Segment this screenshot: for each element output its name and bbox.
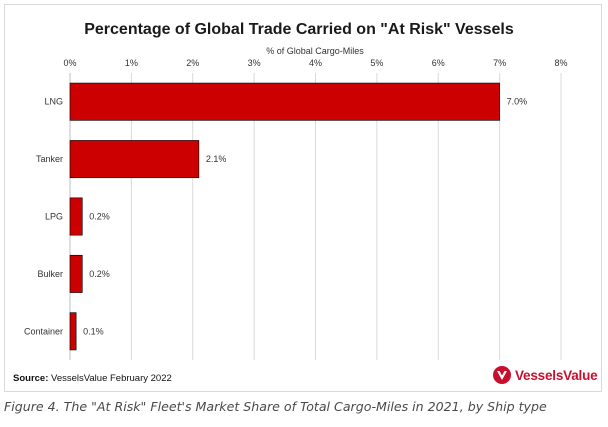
x-tick-label: 2% bbox=[186, 58, 199, 68]
category-label: LNG bbox=[44, 97, 63, 107]
x-tick-label: 6% bbox=[432, 58, 445, 68]
bar-lng bbox=[69, 82, 500, 121]
x-tick-label: 4% bbox=[309, 58, 322, 68]
bar-chart: Percentage of Global Trade Carried on "A… bbox=[24, 21, 568, 360]
bars bbox=[69, 82, 500, 351]
value-label: 0.1% bbox=[83, 326, 104, 336]
chart-title: Percentage of Global Trade Carried on "A… bbox=[84, 21, 514, 38]
figure-caption: Figure 4. The "At Risk" Fleet's Market S… bbox=[4, 399, 547, 414]
vesselsvalue-logo-icon bbox=[493, 366, 511, 384]
value-label: 0.2% bbox=[89, 269, 110, 279]
gridlines bbox=[69, 73, 562, 360]
bar-bulker bbox=[69, 254, 83, 293]
x-tick-label: 8% bbox=[554, 58, 567, 68]
logo-text: VesselsValue bbox=[515, 367, 598, 383]
chart-frame: Percentage of Global Trade Carried on "A… bbox=[4, 4, 602, 392]
source-label: Source: bbox=[13, 373, 49, 384]
bar-container bbox=[69, 312, 77, 351]
category-label: LPG bbox=[45, 212, 63, 222]
x-tick-label: 0% bbox=[63, 58, 76, 68]
category-label: Tanker bbox=[36, 154, 63, 164]
category-label: Bulker bbox=[37, 269, 63, 279]
source-note: Source: VesselsValue February 2022 bbox=[13, 373, 172, 384]
x-tick-label: 3% bbox=[248, 58, 261, 68]
bar-tanker bbox=[69, 140, 200, 179]
x-tick-label: 5% bbox=[370, 58, 383, 68]
category-labels: LNG Tanker LPG Bulker Container bbox=[24, 97, 63, 337]
value-label: 7.0% bbox=[507, 97, 528, 107]
x-tick-label: 7% bbox=[493, 58, 506, 68]
x-tick-labels: 0% 1% 2% 3% 4% 5% 6% 7% 8% bbox=[63, 58, 567, 68]
source-text: VesselsValue February 2022 bbox=[51, 373, 172, 384]
bar-lpg bbox=[69, 197, 83, 236]
category-label: Container bbox=[24, 326, 63, 336]
x-tick-label: 1% bbox=[125, 58, 138, 68]
value-labels: 7.0% 2.1% 0.2% 0.2% 0.1% bbox=[83, 97, 527, 337]
value-label: 0.2% bbox=[89, 212, 110, 222]
vesselsvalue-logo: VesselsValue bbox=[492, 364, 598, 386]
x-axis-label: % of Global Cargo-Miles bbox=[266, 46, 364, 56]
value-label: 2.1% bbox=[206, 154, 227, 164]
